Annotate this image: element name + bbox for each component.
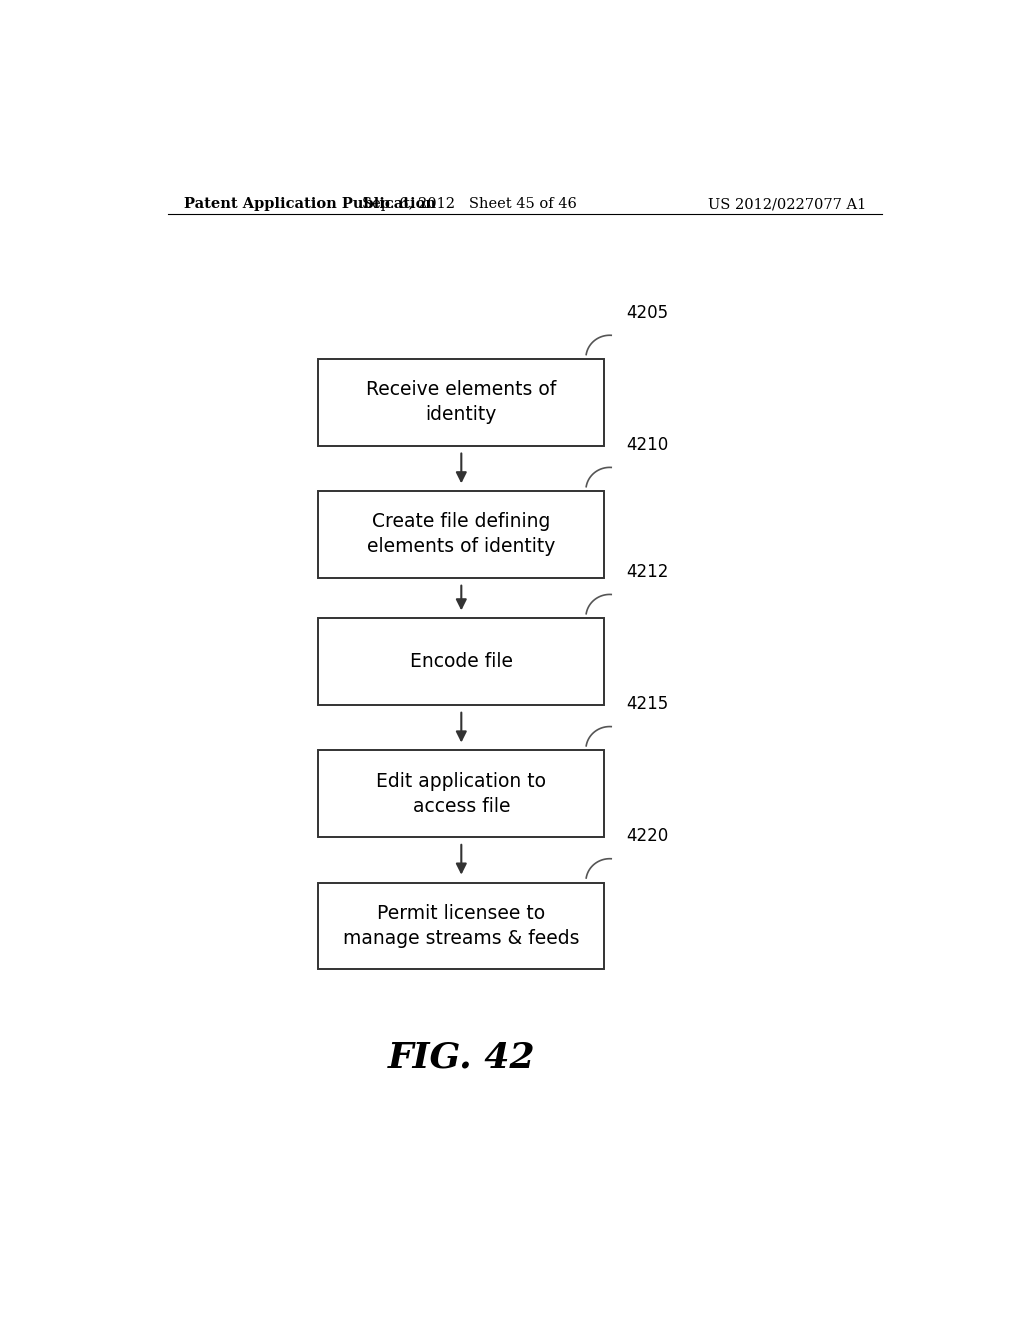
Text: Encode file: Encode file: [410, 652, 513, 671]
Bar: [318, 883, 604, 969]
Text: 4220: 4220: [626, 828, 669, 846]
Text: 4215: 4215: [626, 696, 669, 713]
Bar: [318, 491, 604, 578]
Text: FIG. 42: FIG. 42: [387, 1041, 536, 1074]
Bar: [318, 359, 604, 446]
Text: Receive elements of
identity: Receive elements of identity: [367, 380, 556, 424]
Text: 4212: 4212: [626, 564, 669, 581]
Bar: [318, 751, 604, 837]
Text: Permit licensee to
manage streams & feeds: Permit licensee to manage streams & feed…: [343, 904, 580, 948]
Text: Sep. 6, 2012   Sheet 45 of 46: Sep. 6, 2012 Sheet 45 of 46: [361, 197, 577, 211]
Text: Create file defining
elements of identity: Create file defining elements of identit…: [368, 512, 555, 557]
Text: 4205: 4205: [626, 304, 668, 322]
Bar: [318, 618, 604, 705]
Text: US 2012/0227077 A1: US 2012/0227077 A1: [708, 197, 866, 211]
Text: Edit application to
access file: Edit application to access file: [376, 772, 547, 816]
Text: 4210: 4210: [626, 436, 669, 454]
Text: Patent Application Publication: Patent Application Publication: [183, 197, 435, 211]
